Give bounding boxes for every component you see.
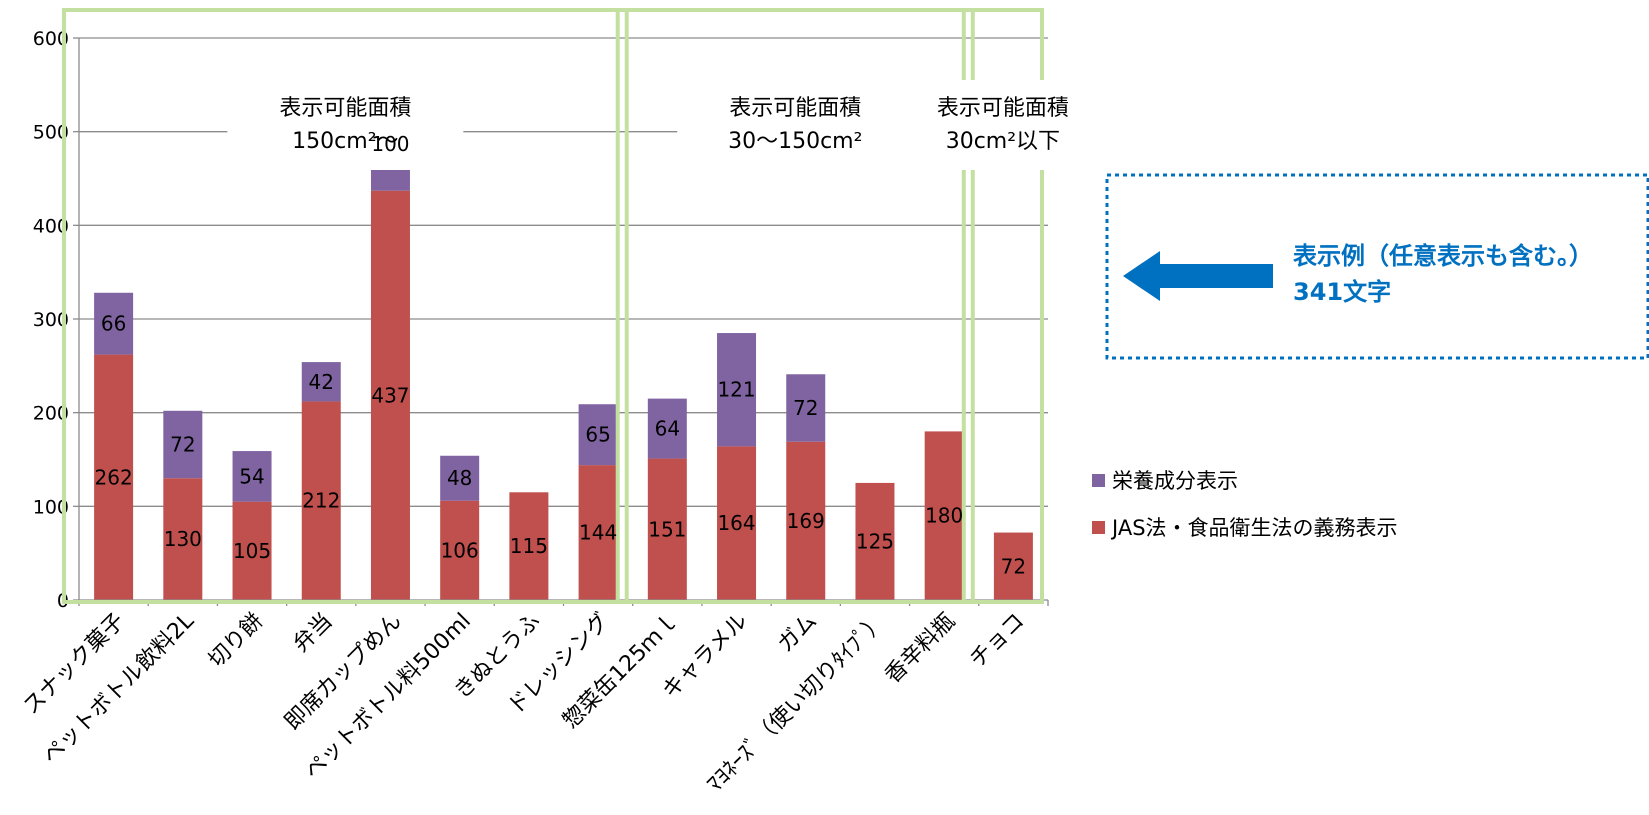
callout-line2: 341文字 bbox=[1293, 278, 1391, 306]
bar-nutrition-5 bbox=[440, 455, 480, 501]
y-tick-label: 600 bbox=[33, 28, 69, 50]
legend-label-mandatory: JAS法・食品衛生法の義務表示 bbox=[1110, 516, 1398, 540]
data-label-mandatory-10: 169 bbox=[787, 509, 825, 533]
data-label-nutrition-10: 72 bbox=[793, 396, 818, 420]
y-tick-label: 300 bbox=[33, 309, 69, 331]
bar-mandatory-7 bbox=[578, 465, 618, 600]
data-label-nutrition-2: 54 bbox=[239, 464, 264, 488]
category-label-10: ガム bbox=[773, 609, 822, 658]
data-label-nutrition-8: 64 bbox=[655, 417, 680, 441]
group-label-line2: 30〜150cm² bbox=[728, 129, 862, 154]
arrow-left-icon bbox=[1123, 251, 1273, 301]
group-label-line1: 表示可能面積 bbox=[279, 96, 411, 121]
bar-mandatory-4 bbox=[370, 190, 410, 600]
group-frame-2 bbox=[961, 8, 1044, 604]
group-label-backdrop-1 bbox=[677, 80, 914, 170]
data-label-nutrition-9: 121 bbox=[717, 378, 755, 402]
bar-mandatory-6 bbox=[509, 492, 549, 600]
data-label-nutrition-1: 72 bbox=[170, 433, 195, 457]
bar-mandatory-8 bbox=[647, 458, 687, 600]
legend-swatch-nutrition bbox=[1092, 474, 1105, 487]
bar-nutrition-7 bbox=[578, 404, 618, 466]
group-frame-0 bbox=[62, 8, 629, 604]
bar-nutrition-9 bbox=[717, 333, 757, 447]
bar-mandatory-10 bbox=[786, 441, 826, 600]
data-label-nutrition-7: 65 bbox=[585, 423, 610, 447]
bar-mandatory-13 bbox=[993, 532, 1033, 600]
y-tick-label: 500 bbox=[33, 122, 69, 144]
data-label-nutrition-3: 42 bbox=[309, 370, 334, 394]
group-label-line2: 30cm²以下 bbox=[946, 129, 1060, 154]
category-label-2: 切り餅 bbox=[204, 609, 268, 673]
bar-nutrition-1 bbox=[163, 410, 203, 479]
data-label-mandatory-0: 262 bbox=[95, 465, 133, 489]
bar-mandatory-2 bbox=[232, 501, 272, 600]
group-label-backdrop-0 bbox=[227, 80, 464, 170]
category-label-4: 即席カップめん bbox=[280, 609, 407, 736]
data-label-mandatory-12: 180 bbox=[925, 504, 963, 528]
legend-swatch-mandatory bbox=[1092, 521, 1105, 534]
bar-nutrition-2 bbox=[232, 451, 272, 502]
callout: 表示例（任意表示も含む。） 341文字 bbox=[1105, 173, 1649, 360]
callout-line1: 表示例（任意表示も含む。） bbox=[1293, 242, 1593, 270]
data-label-mandatory-9: 164 bbox=[717, 511, 755, 535]
data-label-mandatory-3: 212 bbox=[302, 489, 340, 513]
legend-label-nutrition: 栄養成分表示 bbox=[1112, 469, 1238, 493]
y-tick-label: 100 bbox=[33, 496, 69, 518]
bar-mandatory-1 bbox=[163, 478, 203, 600]
data-label-mandatory-5: 106 bbox=[441, 538, 479, 562]
category-label-13: チョコ bbox=[965, 609, 1029, 673]
y-tick-label: 400 bbox=[33, 215, 69, 237]
bar-mandatory-3 bbox=[301, 401, 341, 600]
area-groups: 表示可能面積150cm²〜表示可能面積30〜150cm²表示可能面積30cm²以… bbox=[62, 8, 1121, 604]
bar-mandatory-5 bbox=[440, 500, 480, 600]
callout-box bbox=[1105, 173, 1649, 360]
data-label-mandatory-2: 105 bbox=[233, 539, 271, 563]
data-label-mandatory-8: 151 bbox=[648, 517, 686, 541]
y-tick-label: 200 bbox=[33, 403, 69, 425]
data-label-mandatory-6: 115 bbox=[510, 534, 548, 558]
data-labels: 262 66 130 72 105 54 212 42 437 100 106 48 115 144 65 1… bbox=[95, 132, 1027, 578]
data-label-mandatory-7: 144 bbox=[579, 521, 617, 545]
data-label-mandatory-11: 125 bbox=[856, 529, 894, 553]
legend: 栄養成分表示 JAS法・食品衛生法の義務表示 bbox=[1092, 469, 1398, 540]
bar-nutrition-10 bbox=[786, 374, 826, 442]
category-label-3: 弁当 bbox=[289, 609, 338, 658]
group-label-backdrop-2 bbox=[884, 80, 1121, 170]
bar-mandatory-9 bbox=[717, 446, 757, 600]
category-label-12: 香辛料瓶 bbox=[881, 609, 961, 689]
bar-mandatory-12 bbox=[924, 431, 964, 600]
data-label-mandatory-1: 130 bbox=[164, 527, 202, 551]
bar-mandatory-0 bbox=[94, 354, 134, 600]
group-label-line1: 表示可能面積 bbox=[937, 96, 1069, 121]
data-label-nutrition-0: 66 bbox=[101, 312, 126, 336]
group-frame-1 bbox=[615, 8, 975, 604]
data-label-mandatory-4: 437 bbox=[371, 383, 409, 407]
bar-mandatory-11 bbox=[855, 482, 895, 600]
group-label-line2: 150cm²〜 bbox=[292, 129, 398, 154]
bar-nutrition-8 bbox=[647, 398, 687, 459]
bars bbox=[94, 97, 1033, 600]
data-label-mandatory-13: 72 bbox=[1001, 554, 1026, 578]
data-label-nutrition-5: 48 bbox=[447, 466, 472, 490]
data-label-nutrition-4: 100 bbox=[371, 132, 409, 156]
bar-nutrition-0 bbox=[94, 292, 134, 355]
bar-nutrition-3 bbox=[301, 362, 341, 402]
group-label-line1: 表示可能面積 bbox=[729, 96, 861, 121]
